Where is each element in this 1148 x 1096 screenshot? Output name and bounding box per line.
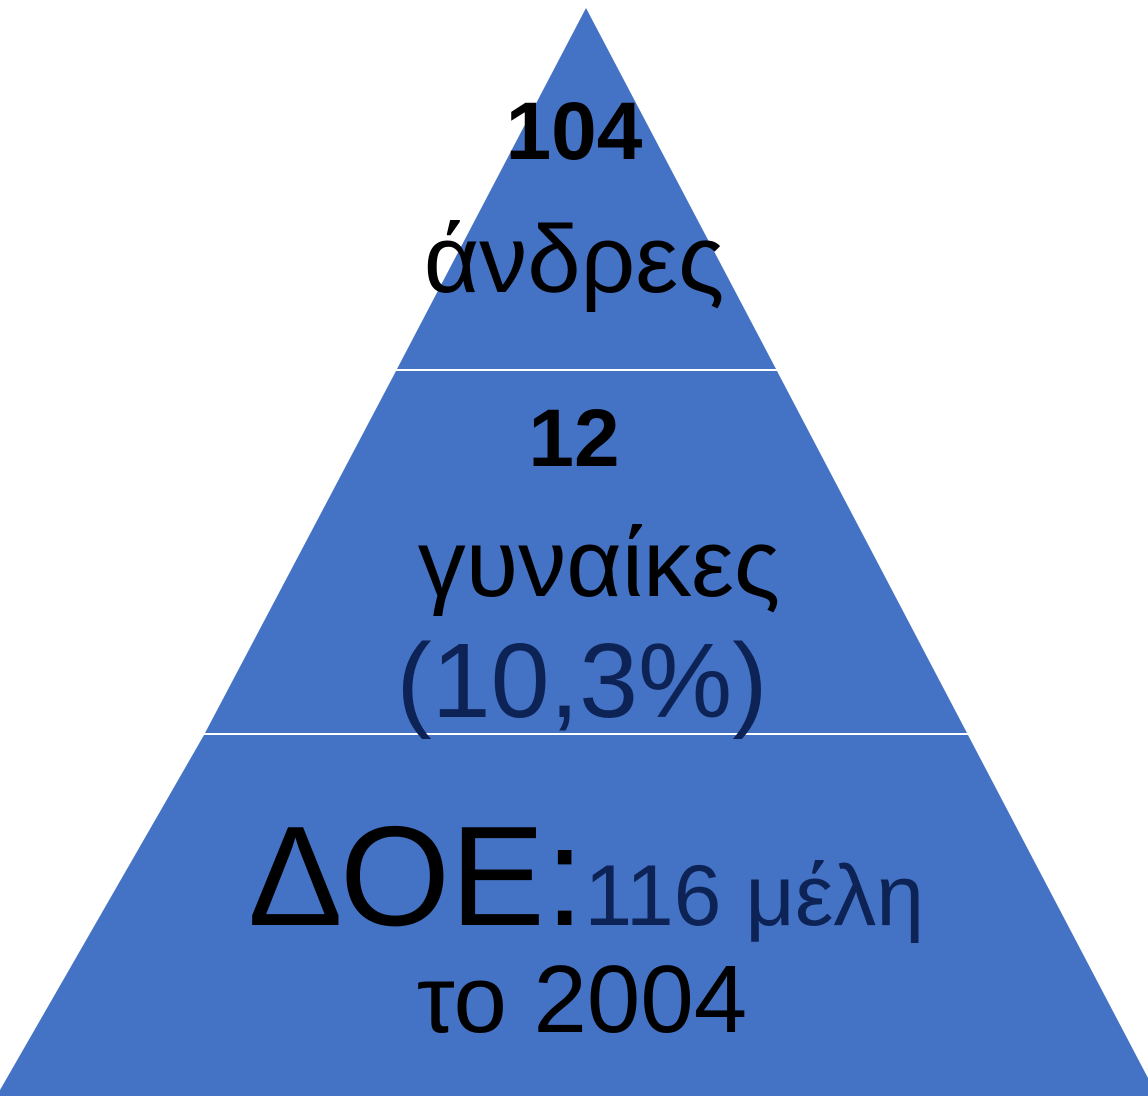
bottom-tier-prefix: ΔΟΕ: [247, 797, 585, 956]
pyramid-tier-top [397, 8, 776, 369]
middle-tier-percent: (10,3%) [396, 622, 768, 740]
bottom-tier-heading: ΔΟΕ:116 μέλη [0, 806, 1148, 948]
top-tier-label: άνδρες [423, 206, 725, 313]
bottom-tier-year: το 2004 [416, 946, 748, 1053]
middle-tier-label: γυναίκες [417, 510, 781, 617]
pyramid-tier-middle [205, 371, 967, 733]
middle-tier-count: 12 [528, 393, 620, 484]
top-tier-count: 104 [505, 86, 643, 177]
bottom-tier-members: 116 μέλη [584, 848, 925, 944]
pyramid-tier-bottom [0, 735, 1148, 1096]
